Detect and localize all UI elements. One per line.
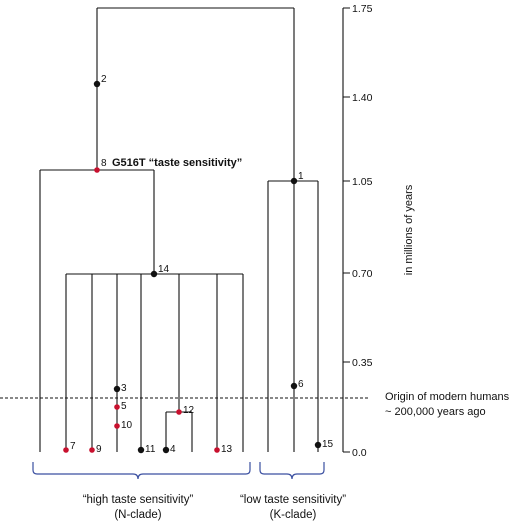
node-10 (114, 423, 120, 429)
low-clade-sublabel: (K-clade) (270, 509, 317, 521)
node-14 (150, 270, 158, 278)
node-label-5: 5 (121, 401, 127, 412)
low-clade-label: “low taste sensitivity” (240, 494, 346, 506)
tick-label-0.35: 0.35 (352, 357, 373, 369)
node-7 (63, 447, 69, 453)
node-2 (93, 80, 101, 88)
time-axis: 1.75 1.40 1.05 0.70 0.35 0.0 in millions… (342, 3, 415, 459)
node-label-3: 3 (121, 383, 127, 394)
tree-branches (39, 7, 319, 452)
node-label-2: 2 (101, 74, 107, 85)
node-label-12: 12 (183, 405, 195, 416)
high-clade-label: “high taste sensitivity” (83, 494, 194, 506)
mutation-label: G516T “taste sensitivity” (112, 157, 242, 169)
tree-nodes (63, 80, 322, 454)
node-1 (290, 177, 298, 185)
node-label-13: 13 (221, 444, 233, 455)
node-label-9: 9 (96, 444, 102, 455)
tick-label-0.70: 0.70 (352, 268, 373, 280)
origin-note-line1: Origin of modern humans (385, 391, 510, 403)
node-4 (162, 446, 170, 454)
node-label-15: 15 (322, 439, 334, 450)
tick-label-1.75: 1.75 (352, 3, 373, 15)
node-label-4: 4 (170, 444, 176, 455)
node-8 (94, 167, 100, 173)
node-label-1: 1 (298, 171, 304, 182)
node-label-14: 14 (158, 264, 170, 275)
node-5 (114, 404, 120, 410)
node-label-7: 7 (70, 441, 76, 452)
tick-label-1.05: 1.05 (352, 176, 373, 188)
node-15 (314, 441, 322, 449)
axis-title: in millions of years (403, 184, 415, 275)
tick-label-1.40: 1.40 (352, 92, 373, 104)
origin-note-line2: ~ 200,000 years ago (385, 406, 486, 418)
node-label-10: 10 (121, 420, 133, 431)
high-clade-brace (32, 462, 251, 480)
node-12 (176, 409, 182, 415)
node-9 (89, 447, 95, 453)
tick-label-0.0: 0.0 (352, 447, 367, 459)
high-clade-sublabel: (N-clade) (114, 509, 161, 521)
node-label-6: 6 (298, 379, 304, 390)
node-6 (290, 382, 298, 390)
node-labels: 1 2 3 4 5 6 7 8 9 10 11 12 13 14 15 (70, 74, 334, 455)
node-3 (113, 385, 121, 393)
axis-tick-marks (343, 7, 350, 453)
node-label-8: 8 (101, 158, 107, 169)
node-label-11: 11 (145, 444, 156, 455)
low-clade-brace (259, 462, 325, 480)
node-11 (137, 446, 145, 454)
node-13 (214, 447, 220, 453)
